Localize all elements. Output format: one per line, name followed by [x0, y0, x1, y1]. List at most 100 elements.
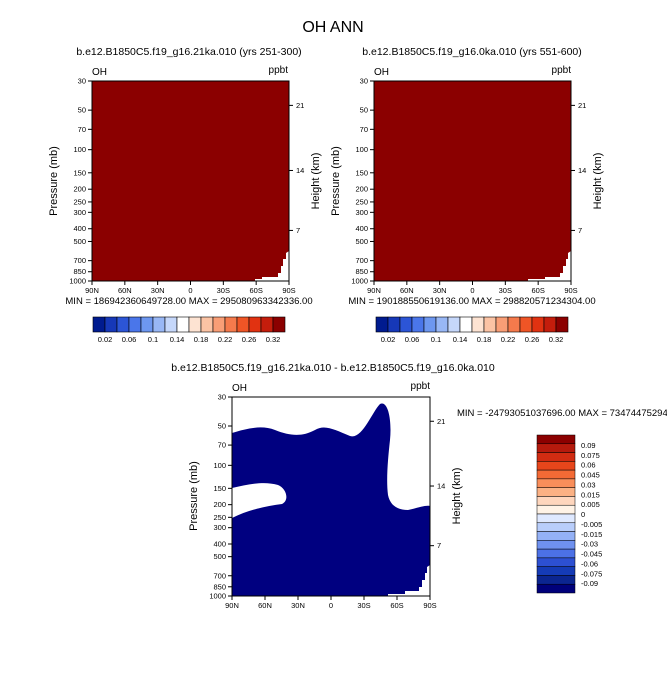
panel-right-ytick-2: 70	[360, 125, 374, 134]
ytick-label: 100	[355, 145, 368, 154]
ytick-label: 1000	[69, 277, 86, 286]
panel-right-missing-region	[528, 251, 571, 281]
colorbar-label-1: 0.06	[405, 335, 420, 344]
panel-left-ytick-8: 400	[73, 224, 92, 233]
ytick-label: 100	[73, 145, 86, 154]
panel-right: b.e12.B1850C5.f19_g16.0ka.010 (yrs 551-6…	[330, 46, 604, 344]
panel-diff-missing-region	[388, 565, 430, 596]
panel-left: b.e12.B1850C5.f19_g16.21ka.010 (yrs 251-…	[48, 46, 322, 344]
diff-colorbar-label-2: 0.06	[581, 461, 596, 470]
colorbar-swatch-1	[387, 316, 401, 333]
xtick-label: 0	[470, 286, 474, 295]
diff-colorbar-label-12: -0.06	[581, 559, 598, 568]
colorbar-swatch-6	[447, 316, 461, 333]
panel-diff-xtick-6: 90S	[423, 596, 437, 610]
colorbar-label-2: 0.1	[431, 335, 441, 344]
xtick-label: 0	[329, 601, 333, 610]
xtick-label: 30N	[433, 286, 447, 295]
colorbar-swatch-7	[459, 316, 473, 333]
ytick-label: 150	[73, 168, 86, 177]
colorbar-swatch-2	[399, 316, 413, 333]
diff-colorbar-swatch-9	[536, 513, 576, 524]
panel-diff-ytick-3: 100	[213, 461, 232, 470]
panel-diff-stats: MIN = -24793051037696.00 MAX = 734744752…	[457, 408, 667, 419]
panel-left-xtick-2: 30N	[151, 281, 165, 295]
panel-left-xtick-5: 60S	[249, 281, 263, 295]
panel-diff-ytick-10: 700	[213, 571, 232, 580]
diff-colorbar-label-14: -0.09	[581, 579, 598, 588]
panel-right-ytick-right-2: 7	[571, 226, 582, 235]
ytick-label: 400	[73, 224, 86, 233]
ytick-label: 500	[355, 237, 368, 246]
colorbar-swatch-6	[164, 316, 178, 333]
xtick-label: 60N	[400, 286, 414, 295]
panel-left-ytick-7: 300	[73, 208, 92, 217]
panel-left-xticks: 90N 60N 30N 0 30S 60S 90S	[85, 281, 296, 295]
panel-right-ytick-7: 300	[355, 208, 374, 217]
xtick-label: 90N	[85, 286, 99, 295]
panel-left-ytick-0: 30	[78, 77, 92, 86]
diff-colorbar-label-4: 0.03	[581, 480, 596, 489]
panel-diff-ytick-5: 200	[213, 500, 232, 509]
panel-diff-ytick-right-0: 21	[430, 417, 445, 426]
panel-left-ytick-2: 70	[78, 125, 92, 134]
panel-right-stats: MIN = 190188550619136.00 MAX = 298820571…	[348, 296, 595, 307]
panel-left-ytick-11: 850	[73, 267, 92, 276]
panel-left-xtick-6: 90S	[282, 281, 296, 295]
colorbar-swatch-14	[543, 316, 557, 333]
ytick-label: 100	[213, 461, 226, 470]
panel-diff-ytick-right-1: 14	[430, 482, 445, 491]
ytick-label: 850	[213, 582, 226, 591]
panel-right-xtick-2: 30N	[433, 281, 447, 295]
panel-right-xtick-5: 60S	[531, 281, 545, 295]
ytick-label: 70	[218, 441, 226, 450]
panel-diff-xtick-4: 30S	[357, 596, 371, 610]
xtick-label: 60S	[531, 286, 544, 295]
panel-right-ytick-6: 250	[355, 197, 374, 206]
panel-left-xtick-3: 0	[188, 281, 193, 295]
ytick-label: 70	[360, 125, 368, 134]
panel-diff-ytick-1: 50	[218, 421, 232, 430]
diff-colorbar-swatch-4	[536, 469, 576, 480]
ytick-right-label: 7	[578, 226, 582, 235]
panel-left-corner-left: OH	[92, 67, 107, 78]
ytick-label: 400	[355, 224, 368, 233]
diff-colorbar-swatch-10	[536, 522, 576, 532]
panel-right-ytick-10: 700	[355, 256, 374, 265]
panel-right-ytick-12: 1000	[351, 277, 374, 286]
colorbar-swatch-11	[224, 316, 238, 333]
diff-colorbar-swatch-14	[536, 557, 576, 567]
xtick-label: 60N	[258, 601, 272, 610]
panel-left-ytick-5: 200	[73, 185, 92, 194]
colorbar-label-3: 0.14	[453, 335, 468, 344]
panel-diff-ytick-8: 400	[213, 539, 232, 548]
diff-colorbar-label-10: -0.03	[581, 540, 598, 549]
ytick-right-label: 14	[437, 482, 445, 491]
colorbar-label-5: 0.22	[501, 335, 516, 344]
diff-colorbar-swatch-16	[536, 575, 576, 585]
colorbar-swatch-3	[411, 316, 425, 333]
ytick-label: 850	[355, 267, 368, 276]
colorbar-swatch-13	[248, 316, 262, 333]
colorbar-swatch-12	[519, 316, 533, 333]
panel-left-ytick-6: 250	[73, 197, 92, 206]
panel-right-xtick-4: 30S	[499, 281, 512, 295]
diff-colorbar-swatch-5	[536, 478, 576, 488]
xtick-label: 0	[188, 286, 192, 295]
panel-diff-xtick-2: 30N	[291, 596, 305, 610]
xtick-label: 60S	[390, 601, 403, 610]
panel-diff-yticks-right: 21 14 7	[430, 417, 445, 550]
colorbar-swatch-0	[375, 316, 389, 333]
panel-left-missing-region	[255, 251, 289, 281]
diff-colorbar-label-9: -0.015	[581, 530, 602, 539]
diff-colorbar-swatch-13	[536, 548, 576, 559]
xtick-label: 90S	[423, 601, 436, 610]
colorbar-swatch-5	[435, 316, 449, 333]
panel-diff-ytick-6: 250	[213, 513, 232, 522]
panel-right-xtick-3: 0	[470, 281, 475, 295]
panel-diff: b.e12.B1850C5.f19_g16.21ka.010 - b.e12.B…	[171, 362, 667, 610]
colorbar-label-4: 0.18	[477, 335, 492, 344]
ytick-right-label: 7	[437, 541, 441, 550]
panel-left-ylabel: Pressure (mb)	[48, 146, 60, 216]
diff-colorbar-swatch-1	[536, 443, 576, 453]
